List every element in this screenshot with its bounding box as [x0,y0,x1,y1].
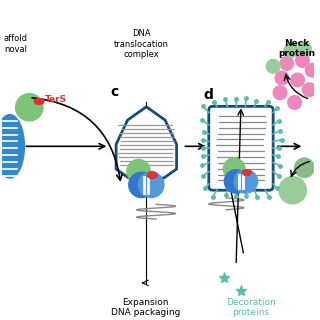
Text: d: d [204,88,214,102]
Text: c: c [110,85,118,99]
Circle shape [127,159,150,183]
Circle shape [291,73,304,87]
Circle shape [280,57,294,70]
Circle shape [288,96,301,109]
Text: affold
noval: affold noval [4,34,28,53]
Circle shape [275,71,289,85]
Circle shape [266,60,280,73]
Polygon shape [116,107,177,178]
Ellipse shape [243,170,251,176]
Circle shape [298,42,311,56]
Circle shape [279,177,306,204]
Text: TerS: TerS [45,95,67,104]
Circle shape [305,63,319,77]
Circle shape [273,86,287,100]
Text: Decoration
proteins: Decoration proteins [226,298,276,317]
Ellipse shape [0,115,24,178]
Ellipse shape [147,172,157,179]
Text: Expansion
DNA packaging: Expansion DNA packaging [111,298,180,317]
Circle shape [129,172,154,197]
Circle shape [302,83,316,97]
Circle shape [139,172,164,197]
Circle shape [223,158,245,180]
Circle shape [16,94,43,121]
Text: DNA
translocation
complex: DNA translocation complex [114,29,169,59]
Circle shape [224,170,248,193]
FancyBboxPatch shape [209,106,273,190]
Text: Neck
protein: Neck protein [278,39,315,59]
Circle shape [234,170,258,193]
Circle shape [295,158,314,178]
Ellipse shape [34,99,44,104]
Circle shape [296,54,309,67]
Circle shape [284,44,298,58]
